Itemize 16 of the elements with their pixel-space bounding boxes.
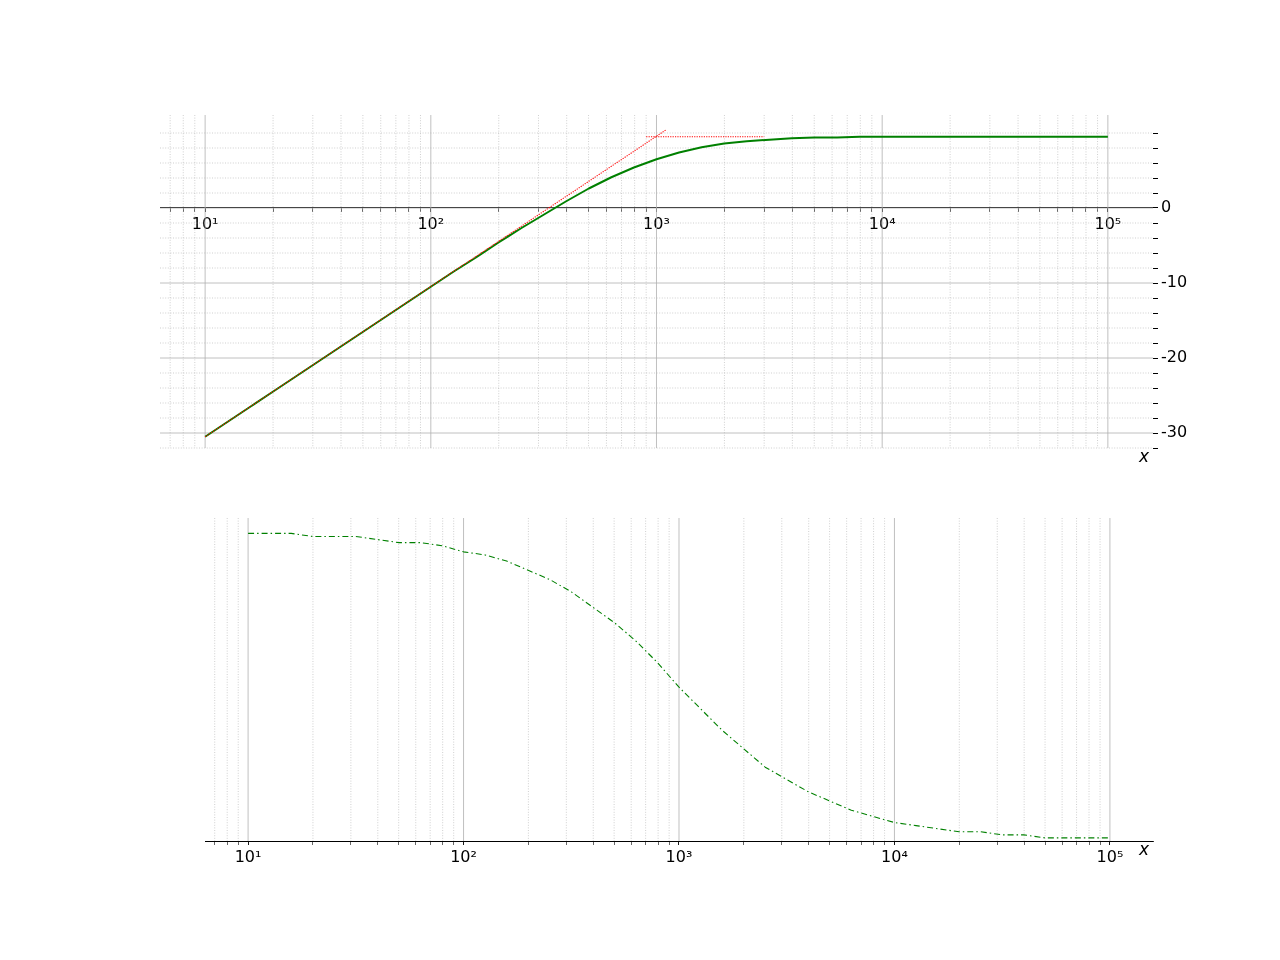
x-tick-label: 10² bbox=[450, 846, 477, 866]
y-tick-label: -10 bbox=[1161, 272, 1188, 292]
x-tick-label: 10¹ bbox=[191, 213, 219, 233]
x-tick-label: 10⁵ bbox=[1094, 213, 1122, 233]
x-tick-label: 10¹ bbox=[234, 846, 262, 866]
x-tick-label: 10⁴ bbox=[868, 213, 896, 233]
y-tick-label: -20 bbox=[1161, 347, 1188, 367]
x-axis-title: x bbox=[1138, 445, 1150, 466]
x-tick-label: 10² bbox=[417, 213, 445, 233]
x-tick-label: 10⁵ bbox=[1096, 846, 1124, 866]
y-tick-label: -30 bbox=[1161, 422, 1188, 442]
x-tick-label: 10⁴ bbox=[881, 846, 908, 866]
x-axis-title: x bbox=[1138, 838, 1150, 859]
y-tick-label: 0 bbox=[1161, 197, 1172, 217]
x-tick-label: 10³ bbox=[643, 213, 670, 233]
x-tick-label: 10³ bbox=[665, 846, 693, 866]
